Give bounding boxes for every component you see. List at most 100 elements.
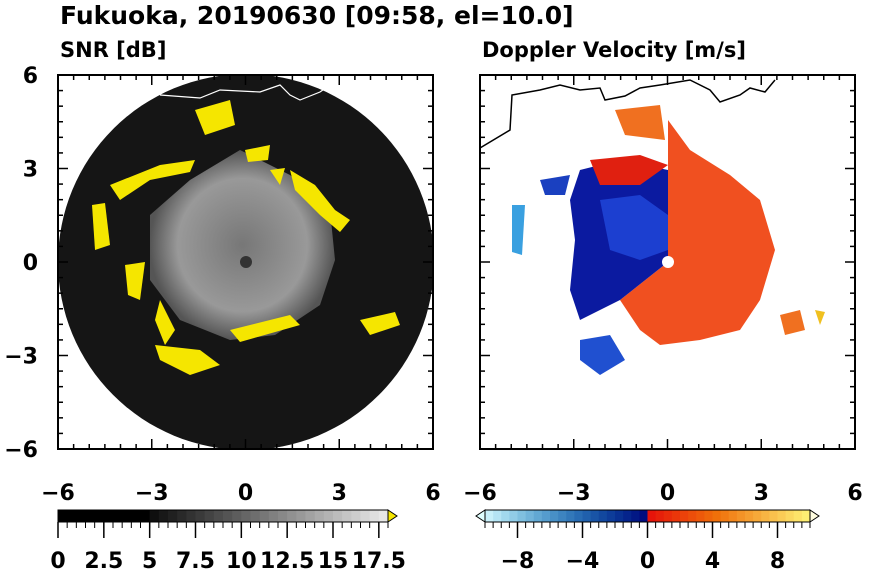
colorbar-segment — [485, 510, 494, 522]
colorbar-segment — [76, 510, 86, 522]
colorbar-segment — [241, 510, 251, 522]
colorbar-segment — [204, 510, 215, 522]
radar-site — [240, 256, 252, 268]
colorbar-segment — [113, 510, 123, 522]
colorbar-segment — [688, 510, 697, 522]
colorbar-segment — [631, 510, 640, 522]
colorbar-segment — [378, 510, 389, 522]
colorbar-tick-label: 2.5 — [84, 549, 123, 570]
y-tick-label: 0 — [23, 251, 38, 276]
colorbar-segment — [671, 510, 681, 522]
colorbar-segment — [351, 510, 361, 522]
colorbar-segment — [606, 510, 616, 522]
colorbar-segment — [122, 510, 132, 522]
doppler-panel-title: Doppler Velocity [m/s] — [482, 38, 746, 62]
colorbar-segment — [103, 510, 114, 522]
colorbar-tick-label: −4 — [566, 549, 600, 570]
figure-title: Fukuoka, 20190630 [09:58, el=10.0] — [60, 1, 574, 30]
x-tick-label: 3 — [332, 481, 347, 506]
colorbar-extend-max — [387, 509, 398, 523]
colorbar-segment — [168, 510, 178, 522]
x-tick-label: −3 — [135, 481, 169, 506]
colorbar-tick-label: 7.5 — [176, 549, 215, 570]
colorbar-segment — [250, 510, 261, 522]
doppler-plot-area — [480, 79, 825, 375]
colorbar-segment — [801, 510, 811, 522]
colorbar-segment — [696, 510, 705, 522]
y-tick-label: −6 — [4, 438, 38, 463]
colorbar-segment — [533, 510, 543, 522]
colorbar-tick-label: 15 — [318, 549, 349, 570]
colorbar-segment — [598, 510, 608, 522]
doppler-echo — [512, 105, 825, 375]
colorbar-segment — [517, 510, 527, 522]
colorbar-segment — [94, 510, 105, 522]
colorbar-segment — [728, 510, 738, 522]
colorbar-segment — [769, 510, 778, 522]
colorbar-segment — [566, 510, 575, 522]
colorbar-tick-label: 12.5 — [260, 549, 314, 570]
x-tick-label: −6 — [463, 481, 497, 506]
colorbar-tick-label: 17.5 — [352, 549, 406, 570]
colorbar-segment — [704, 510, 713, 522]
x-tick-label: 0 — [238, 481, 253, 506]
colorbar-segment — [501, 510, 510, 522]
colorbar-segment — [712, 510, 722, 522]
colorbar-segment — [287, 510, 297, 522]
radar-site — [662, 256, 674, 268]
colorbar-segment — [278, 510, 288, 522]
x-tick-label: 6 — [847, 481, 862, 506]
colorbar-extend-min — [475, 509, 486, 523]
colorbar-segment — [213, 510, 224, 522]
snr-high-echo — [92, 100, 400, 375]
colorbar-tick-label: 5 — [142, 549, 157, 570]
colorbar-segment — [655, 510, 665, 522]
colorbar-segment — [574, 510, 583, 522]
colorbar-segment — [558, 510, 567, 522]
colorbar-segment — [223, 510, 233, 522]
colorbar-segment — [590, 510, 600, 522]
colorbar-segment — [149, 510, 160, 522]
colorbar-segment — [525, 510, 535, 522]
colorbar-segment — [582, 510, 592, 522]
colorbar-segment — [131, 510, 141, 522]
colorbar-segment — [615, 510, 624, 522]
colorbar-tick-label: 0 — [640, 549, 655, 570]
colorbar-tick-label: −8 — [501, 549, 535, 570]
colorbar-segment — [360, 510, 371, 522]
colorbar-segment — [177, 510, 187, 522]
colorbar-segment — [761, 510, 770, 522]
colorbar-segment — [67, 510, 77, 522]
x-tick-label: 0 — [660, 481, 675, 506]
snr-echo-area — [150, 150, 335, 340]
coastline — [480, 79, 776, 149]
colorbar-segment — [639, 510, 648, 522]
coastline — [159, 84, 331, 101]
colorbar-tick-label: 0 — [50, 549, 65, 570]
colorbar-tick-label: 10 — [226, 549, 257, 570]
colorbar-tick-label: 8 — [770, 549, 785, 570]
colorbar-segment — [305, 510, 316, 522]
colorbar-segment — [777, 510, 787, 522]
colorbar-segment — [369, 510, 380, 522]
colorbar-segment — [158, 510, 169, 522]
colorbar-segment — [493, 510, 502, 522]
colorbar-segment — [720, 510, 730, 522]
y-tick-label: 3 — [23, 158, 38, 183]
colorbar-segment — [736, 510, 746, 522]
snr-plot-area — [58, 75, 433, 449]
colorbar-segment — [753, 510, 762, 522]
colorbar-segment — [541, 510, 551, 522]
colorbar-segment — [342, 510, 352, 522]
colorbar-segment — [333, 510, 343, 522]
colorbar-segment — [232, 510, 242, 522]
colorbar-segment — [314, 510, 325, 522]
colorbar-segment — [323, 510, 334, 522]
colorbar-segment — [623, 510, 632, 522]
colorbar-segment — [85, 510, 96, 522]
x-tick-label: 3 — [754, 481, 769, 506]
colorbar-segment — [296, 510, 306, 522]
colorbar-segment — [680, 510, 689, 522]
x-tick-label: −6 — [41, 481, 75, 506]
